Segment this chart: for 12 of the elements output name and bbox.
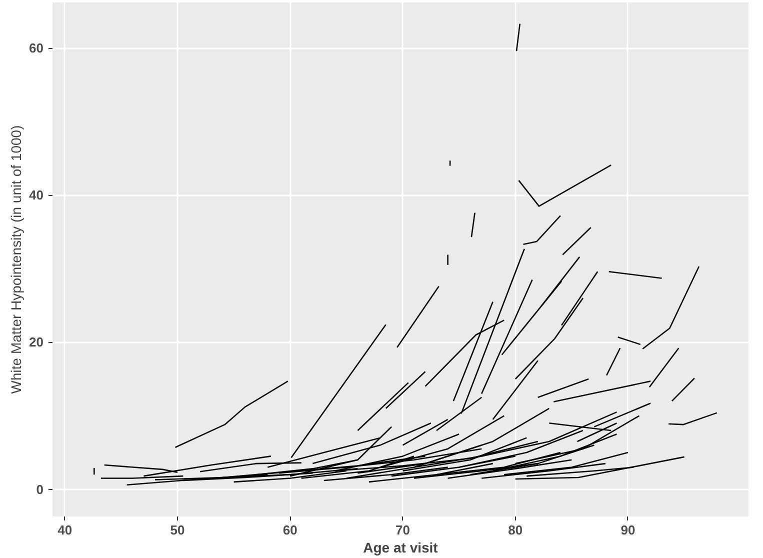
x-tick-label: 40 <box>58 522 72 538</box>
x-tick-label: 90 <box>620 522 636 538</box>
x-axis-title: Age at visit <box>363 540 438 556</box>
x-tick-label: 50 <box>170 522 185 538</box>
x-tick-label: 60 <box>282 522 298 538</box>
x-tick-label: 80 <box>508 522 523 538</box>
y-tick-label: 60 <box>29 40 44 56</box>
y-tick-label: 0 <box>36 482 44 497</box>
y-tick-label: 40 <box>29 188 44 203</box>
y-tick-label: 20 <box>29 334 44 350</box>
y-axis-title: White Matter Hypointensity (in unit of 1000) <box>8 125 24 394</box>
x-tick-label: 70 <box>396 522 410 538</box>
